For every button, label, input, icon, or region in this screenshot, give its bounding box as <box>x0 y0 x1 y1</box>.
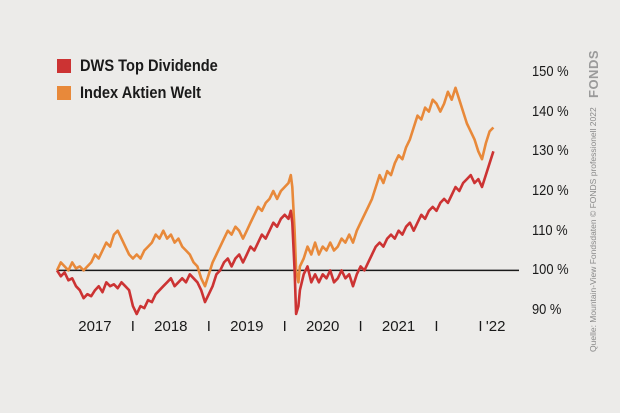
chart-legend: DWS Top Dividende Index Aktien Welt <box>57 52 240 106</box>
y-tick-label: 110 % <box>532 221 568 239</box>
x-tick-label: 2019 <box>230 318 264 335</box>
x-tick-label: '22 <box>485 318 506 335</box>
x-year-separator: I <box>130 318 135 335</box>
legend-label-dws: DWS Top Dividende <box>80 55 218 75</box>
x-year-separator: I <box>358 318 363 335</box>
legend-swatch-dws <box>57 58 71 73</box>
x-tick-label: 2021 <box>381 318 416 335</box>
x-tick-label: 2020 <box>305 318 340 335</box>
x-year-separator: I <box>282 318 287 335</box>
y-tick-label: 130 % <box>532 142 569 160</box>
y-tick-label: 140 % <box>532 102 569 120</box>
y-tick-label: 90 % <box>532 301 562 319</box>
legend-item-dws: DWS Top Dividende <box>57 52 240 79</box>
fonds-logo: FONDS <box>586 50 601 98</box>
x-tick-label: 2017 <box>78 318 112 335</box>
y-tick-label: 120 % <box>532 181 569 199</box>
legend-item-index: Index Aktien Welt <box>57 79 240 106</box>
x-year-separator: I <box>206 318 211 335</box>
series-line-dws-top-dividende <box>55 150 495 316</box>
legend-swatch-index <box>57 85 71 100</box>
x-tick-label: 2018 <box>154 318 188 335</box>
series-line-index-aktien-welt <box>55 86 495 288</box>
x-year-separator: I <box>478 318 483 335</box>
y-tick-label: 150 % <box>532 62 569 80</box>
y-tick-label: 100 % <box>532 261 569 279</box>
legend-label-index: Index Aktien Welt <box>80 82 202 102</box>
x-year-separator: I <box>434 318 439 335</box>
source-note: Quelle: Mountain-View Fondsdaten © FONDS… <box>588 107 598 352</box>
